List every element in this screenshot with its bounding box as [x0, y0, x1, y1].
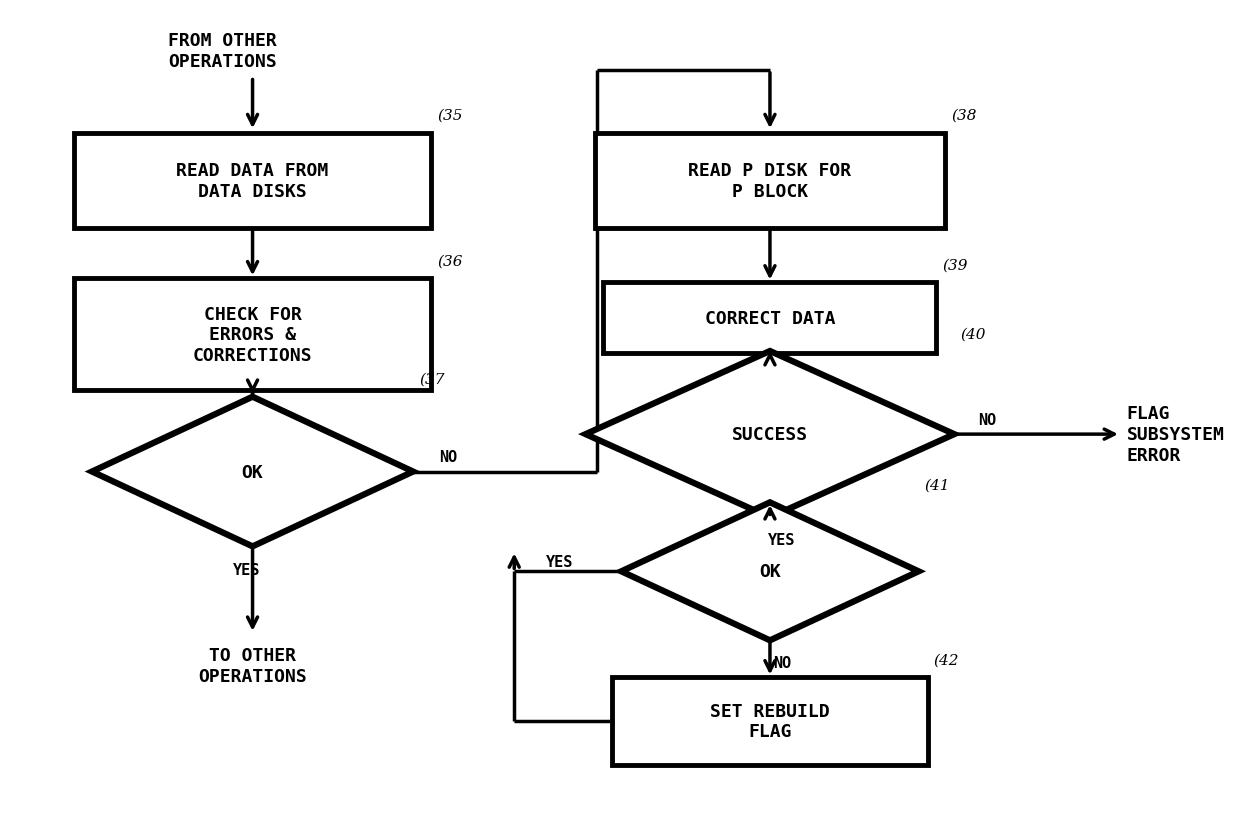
FancyBboxPatch shape	[74, 134, 432, 229]
FancyBboxPatch shape	[594, 134, 945, 229]
Text: (40: (40	[960, 327, 986, 341]
Text: NO: NO	[978, 412, 997, 427]
FancyBboxPatch shape	[613, 677, 928, 765]
Text: (36: (36	[436, 254, 463, 268]
Text: CHECK FOR
ERRORS &
CORRECTIONS: CHECK FOR ERRORS & CORRECTIONS	[192, 305, 312, 364]
Polygon shape	[92, 397, 413, 547]
Text: TO OTHER
OPERATIONS: TO OTHER OPERATIONS	[198, 646, 308, 686]
Text: FROM OTHER
OPERATIONS: FROM OTHER OPERATIONS	[169, 32, 278, 70]
Text: READ P DISK FOR
P BLOCK: READ P DISK FOR P BLOCK	[688, 162, 852, 201]
Polygon shape	[585, 352, 955, 517]
Text: OK: OK	[759, 563, 781, 581]
Text: NO: NO	[773, 655, 791, 670]
Text: NO: NO	[439, 450, 458, 465]
Text: SUCCESS: SUCCESS	[732, 426, 808, 444]
Text: (38: (38	[951, 109, 977, 123]
Text: YES: YES	[547, 554, 574, 569]
Text: (37: (37	[419, 373, 445, 386]
Text: OK: OK	[242, 463, 263, 481]
Text: READ DATA FROM
DATA DISKS: READ DATA FROM DATA DISKS	[176, 162, 329, 201]
Text: (35: (35	[436, 109, 463, 123]
FancyBboxPatch shape	[74, 279, 432, 391]
Text: FLAG
SUBSYSTEM
ERROR: FLAG SUBSYSTEM ERROR	[1127, 405, 1225, 464]
Text: SET REBUILD
FLAG: SET REBUILD FLAG	[711, 701, 830, 741]
FancyBboxPatch shape	[604, 283, 936, 354]
Text: (41: (41	[925, 478, 950, 492]
Polygon shape	[621, 502, 919, 640]
Text: YES: YES	[768, 533, 796, 548]
Text: YES: YES	[233, 563, 260, 578]
Text: (42: (42	[934, 653, 959, 667]
Text: (39: (39	[942, 258, 968, 273]
Text: CORRECT DATA: CORRECT DATA	[704, 309, 836, 328]
